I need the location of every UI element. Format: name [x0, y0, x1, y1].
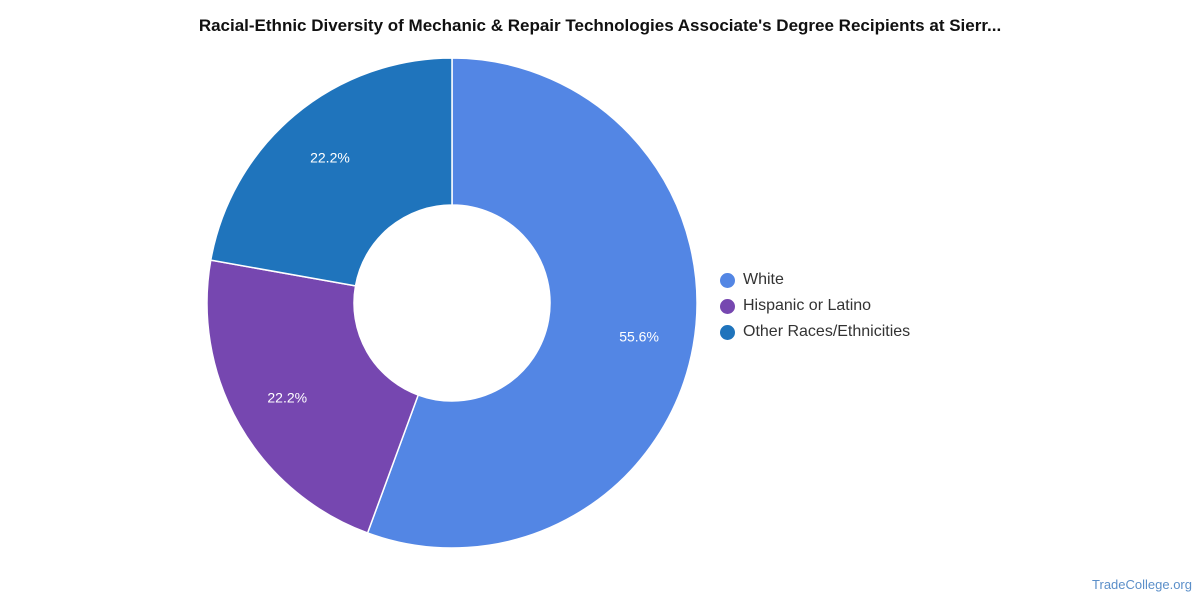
slice-other-races-ethnicities[interactable] — [209, 57, 453, 287]
legend-swatch — [720, 272, 735, 288]
legend-item-white[interactable]: White — [720, 267, 910, 293]
legend-swatch — [720, 324, 735, 340]
slice-hispanic-or-latino[interactable] — [206, 259, 420, 534]
legend-item-other-races-ethnicities[interactable]: Other Races/Ethnicities — [720, 319, 910, 345]
legend-item-hispanic-or-latino[interactable]: Hispanic or Latino — [720, 293, 910, 319]
slice-white[interactable] — [366, 57, 698, 549]
slice-value-label: 22.2% — [310, 149, 350, 165]
legend-label: White — [743, 271, 784, 288]
chart-title: Racial-Ethnic Diversity of Mechanic & Re… — [198, 16, 1002, 35]
source-credit[interactable]: TradeCollege.org — [1092, 577, 1192, 592]
slice-value-label: 55.6% — [619, 328, 659, 344]
legend-label: Hispanic or Latino — [743, 297, 872, 314]
slice-value-label: 22.2% — [267, 390, 307, 406]
legend-swatch — [720, 298, 735, 314]
chart-legend: White Hispanic or Latino Other Races/Ethni… — [720, 267, 910, 345]
legend-label: Other Races/Ethnicities — [743, 323, 911, 340]
